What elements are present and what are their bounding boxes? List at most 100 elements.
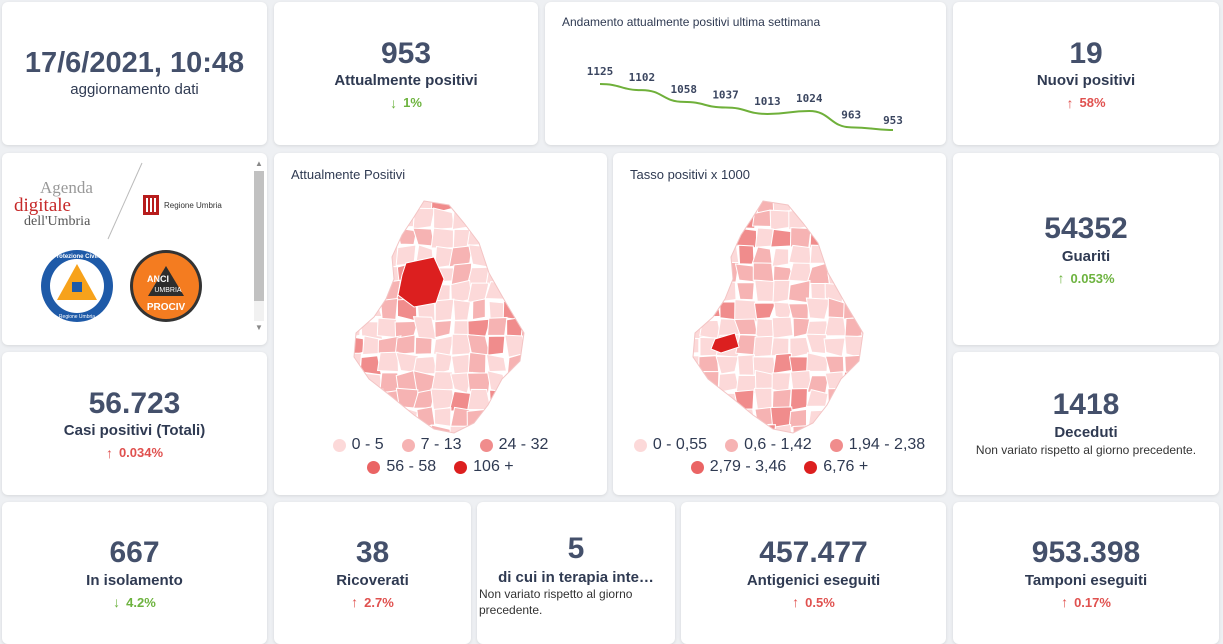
municipality-area[interactable] [684, 391, 702, 410]
municipality-area[interactable] [824, 316, 847, 337]
municipality-area[interactable] [772, 352, 792, 374]
municipality-area[interactable] [842, 298, 862, 320]
municipality-area[interactable] [861, 207, 881, 231]
municipality-area[interactable] [754, 369, 777, 394]
municipality-area[interactable] [484, 211, 510, 233]
municipality-area[interactable] [433, 407, 452, 427]
municipality-area[interactable] [865, 372, 882, 392]
municipality-area[interactable] [486, 316, 508, 336]
municipality-area[interactable] [718, 208, 738, 233]
logos-scrollbar[interactable]: ▲ ▼ [254, 159, 264, 335]
municipality-area[interactable] [716, 392, 738, 410]
municipality-highlight[interactable] [397, 256, 445, 308]
municipality-area[interactable] [842, 391, 864, 412]
municipality-area[interactable] [860, 337, 884, 354]
municipality-area[interactable] [824, 244, 844, 267]
municipality-area[interactable] [717, 227, 736, 251]
municipality-area[interactable] [733, 389, 755, 410]
municipality-area[interactable] [341, 281, 361, 305]
municipality-area[interactable] [362, 245, 384, 268]
municipality-area[interactable] [681, 266, 705, 286]
municipality-area[interactable] [805, 297, 831, 320]
municipality-area[interactable] [345, 208, 365, 233]
municipality-area[interactable] [733, 191, 756, 214]
municipality-area[interactable] [827, 387, 848, 411]
municipality-area[interactable] [753, 387, 773, 411]
municipality-area[interactable] [825, 406, 847, 430]
municipality-area[interactable] [715, 355, 739, 375]
municipality-area[interactable] [824, 355, 845, 374]
municipality-area[interactable] [342, 405, 366, 429]
municipality-area[interactable] [416, 406, 436, 428]
municipality-area[interactable] [523, 302, 543, 320]
municipality-area[interactable] [485, 353, 507, 373]
municipality-area[interactable] [522, 207, 543, 231]
municipality-area[interactable] [362, 210, 383, 232]
municipality-area[interactable] [700, 247, 720, 267]
municipality-area[interactable] [342, 318, 362, 340]
municipality-area[interactable] [699, 370, 720, 394]
municipality-area[interactable] [825, 262, 849, 287]
municipality-area[interactable] [430, 371, 454, 393]
municipality-area[interactable] [805, 333, 827, 355]
municipality-area[interactable] [718, 406, 740, 430]
municipality-area[interactable] [343, 301, 363, 321]
municipality-area[interactable] [342, 194, 362, 215]
municipality-area[interactable] [681, 406, 703, 427]
municipality-area[interactable] [358, 297, 383, 318]
municipality-area[interactable] [523, 387, 541, 410]
municipality-area[interactable] [718, 280, 737, 303]
municipality-area[interactable] [502, 226, 525, 249]
municipality-area[interactable] [771, 316, 794, 339]
municipality-area[interactable] [788, 244, 812, 266]
municipality-area[interactable] [394, 208, 415, 228]
municipality-area[interactable] [472, 298, 486, 321]
municipality-area[interactable] [359, 280, 379, 305]
municipality-area[interactable] [844, 208, 862, 232]
municipality-area[interactable] [487, 194, 508, 214]
agenda-digitale-logo[interactable]: Agenda digitale dell'Umbria [14, 179, 114, 229]
municipality-area[interactable] [807, 211, 829, 227]
municipality-area[interactable] [453, 194, 474, 215]
municipality-area[interactable] [412, 227, 436, 247]
municipality-area[interactable] [753, 302, 777, 320]
municipality-area[interactable] [700, 389, 723, 410]
municipality-area[interactable] [680, 369, 702, 391]
municipality-area[interactable] [772, 192, 792, 213]
municipality-area[interactable] [376, 351, 399, 373]
municipality-area[interactable] [412, 207, 436, 230]
map-positivi-card[interactable]: Attualmente Positivi 0 - 5 7 - 13 24 - 32 5… [274, 153, 607, 495]
municipality-area[interactable] [394, 406, 419, 431]
municipality-area[interactable] [341, 225, 365, 249]
municipality-area[interactable] [680, 244, 703, 268]
guariti-card[interactable]: 54352 Guariti ↑ 0.053% [953, 153, 1219, 345]
municipality-area[interactable] [507, 208, 527, 231]
deceduti-card[interactable]: 1418 Deceduti Non variato rispetto al gi… [953, 352, 1219, 495]
regione-umbria-logo[interactable]: Regione Umbria [142, 193, 222, 217]
isolamento-card[interactable]: 667 In isolamento ↓ 4.2% [2, 502, 267, 644]
municipality-area[interactable] [698, 283, 719, 302]
municipality-area[interactable] [485, 405, 510, 431]
trend-card[interactable]: Andamento attualmente positivi ultima se… [545, 2, 946, 145]
municipality-area[interactable] [505, 406, 527, 430]
municipality-area[interactable] [466, 372, 492, 395]
municipality-area[interactable] [452, 299, 471, 321]
scroll-thumb[interactable] [254, 171, 264, 301]
municipality-area[interactable] [376, 225, 397, 248]
municipality-area[interactable] [521, 406, 543, 428]
positivi-card[interactable]: 953 Attualmente positivi ↓ 1% [274, 2, 538, 145]
municipality-area[interactable] [824, 208, 849, 228]
municipality-area[interactable] [470, 209, 491, 232]
municipality-area[interactable] [394, 193, 417, 212]
municipality-area[interactable] [699, 209, 721, 232]
municipality-area[interactable] [770, 337, 790, 357]
municipality-area[interactable] [824, 226, 846, 247]
municipality-area[interactable] [523, 263, 542, 284]
municipality-area[interactable] [864, 262, 879, 286]
municipality-area[interactable] [846, 246, 864, 269]
municipality-area[interactable] [735, 408, 756, 427]
municipality-area[interactable] [754, 227, 774, 248]
municipality-area[interactable] [503, 280, 527, 302]
municipality-area[interactable] [699, 410, 720, 427]
municipality-area[interactable] [860, 354, 883, 375]
